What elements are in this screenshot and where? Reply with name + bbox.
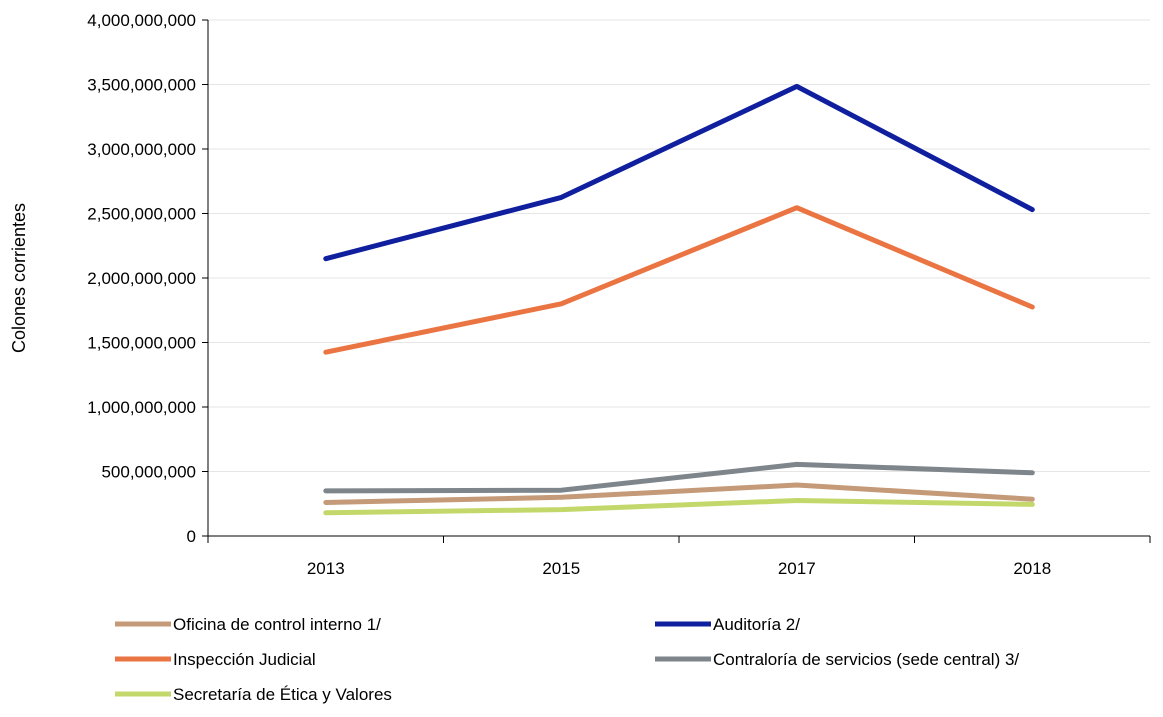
legend-item: Contraloría de servicios (sede central) … xyxy=(655,650,1019,669)
series-line xyxy=(323,83,1035,262)
legend-label: Oficina de control interno 1/ xyxy=(173,615,381,634)
x-tick-label: 2018 xyxy=(1013,559,1051,578)
legend-label: Contraloría de servicios (sede central) … xyxy=(713,650,1019,669)
x-tick-label: 2013 xyxy=(307,559,345,578)
legend-item: Inspección Judicial xyxy=(115,650,316,669)
gridlines xyxy=(208,19,1150,472)
legend: Oficina de control interno 1/Auditoría 2… xyxy=(115,615,1019,704)
y-tick-label: 3,000,000,000 xyxy=(87,140,196,159)
series-line xyxy=(323,461,1035,494)
y-axis-ticks: 0 500,000,000 1,000,000,000 1,500,000,000 2,… xyxy=(87,11,208,546)
y-tick-label: 0 xyxy=(187,527,196,546)
legend-label: Secretaría de Ética y Valores xyxy=(173,685,392,704)
legend-label: Auditoría 2/ xyxy=(713,615,800,634)
y-tick-label: 500,000,000 xyxy=(101,463,196,482)
y-tick-label: 2,000,000,000 xyxy=(87,269,196,288)
legend-item: Oficina de control interno 1/ xyxy=(115,615,381,634)
y-tick-label: 1,500,000,000 xyxy=(87,334,196,353)
x-tick-label: 2017 xyxy=(778,559,816,578)
legend-item: Secretaría de Ética y Valores xyxy=(115,685,392,704)
y-tick-label: 2,500,000,000 xyxy=(87,205,196,224)
y-tick-label: 1,000,000,000 xyxy=(87,398,196,417)
legend-item: Auditoría 2/ xyxy=(655,615,800,634)
x-tick-label: 2015 xyxy=(542,559,580,578)
y-axis-title: Colones corrientes xyxy=(9,203,29,353)
series-line xyxy=(323,498,1035,516)
series-line xyxy=(323,205,1035,355)
y-tick-label: 3,500,000,000 xyxy=(87,76,196,95)
series-lines xyxy=(323,83,1035,516)
series-line xyxy=(323,482,1035,505)
y-tick-label: 4,000,000,000 xyxy=(87,11,196,30)
x-axis-ticks: 2013 2015 2017 2018 xyxy=(207,536,1151,578)
legend-label: Inspección Judicial xyxy=(173,650,316,669)
